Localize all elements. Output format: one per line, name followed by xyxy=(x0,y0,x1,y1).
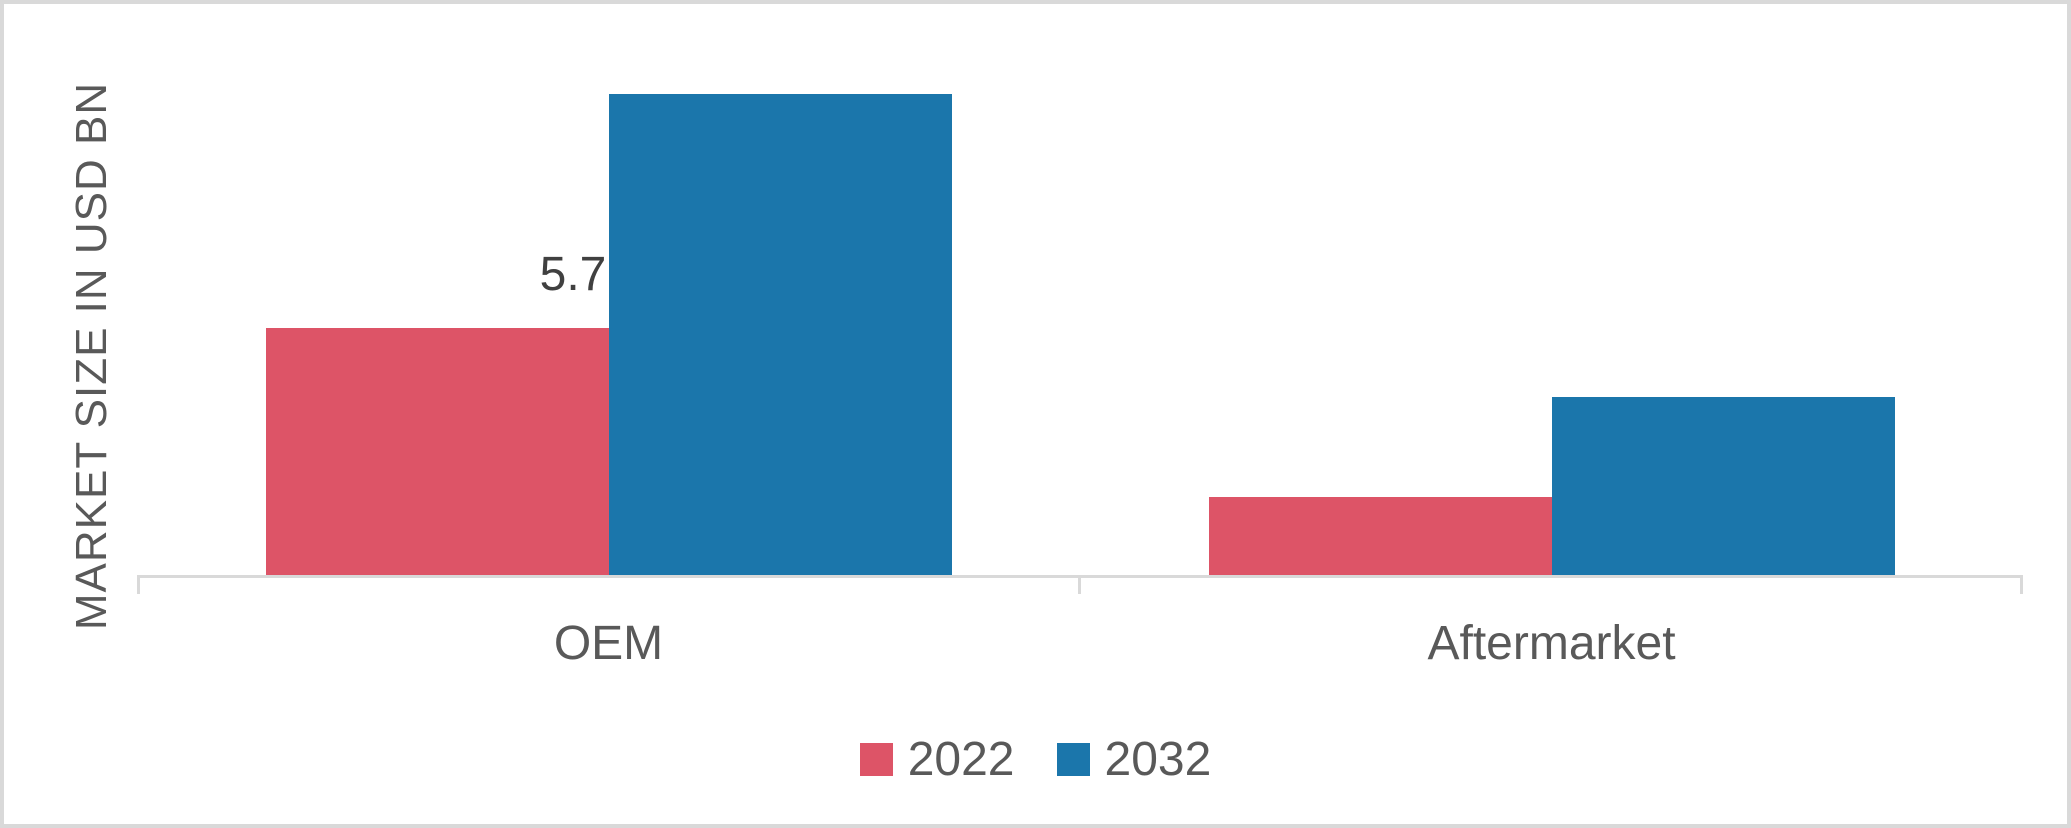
x-axis-line xyxy=(137,575,2023,578)
legend-label-2032: 2032 xyxy=(1104,733,1212,786)
data-label-oem-2022: 5.7 xyxy=(539,248,607,301)
x-axis-tick-right xyxy=(2020,578,2023,594)
bar-oem-2032 xyxy=(608,94,952,575)
legend-item-2032: 2032 xyxy=(1056,732,1212,787)
bar-oem-2022 xyxy=(265,328,609,575)
x-axis-tick-middle xyxy=(1078,578,1081,594)
legend-label-2022: 2022 xyxy=(907,733,1015,786)
bar-aftermarket-2032 xyxy=(1551,397,1895,575)
x-axis-labels: OEM Aftermarket xyxy=(137,616,2023,671)
legend: 2022 2032 xyxy=(4,732,2067,787)
x-axis-label-oem: OEM xyxy=(553,617,664,670)
x-axis-tick-left xyxy=(137,578,140,594)
plot-area: 5.7 xyxy=(137,4,2023,575)
bar-aftermarket-2022 xyxy=(1208,497,1552,575)
y-axis-title: MARKET SIZE IN USD BN xyxy=(67,81,116,631)
legend-swatch-2032 xyxy=(1056,743,1090,776)
legend-item-2022: 2022 xyxy=(859,732,1015,787)
legend-swatch-2022 xyxy=(859,743,893,776)
x-axis-label-aftermarket: Aftermarket xyxy=(1427,617,1676,670)
